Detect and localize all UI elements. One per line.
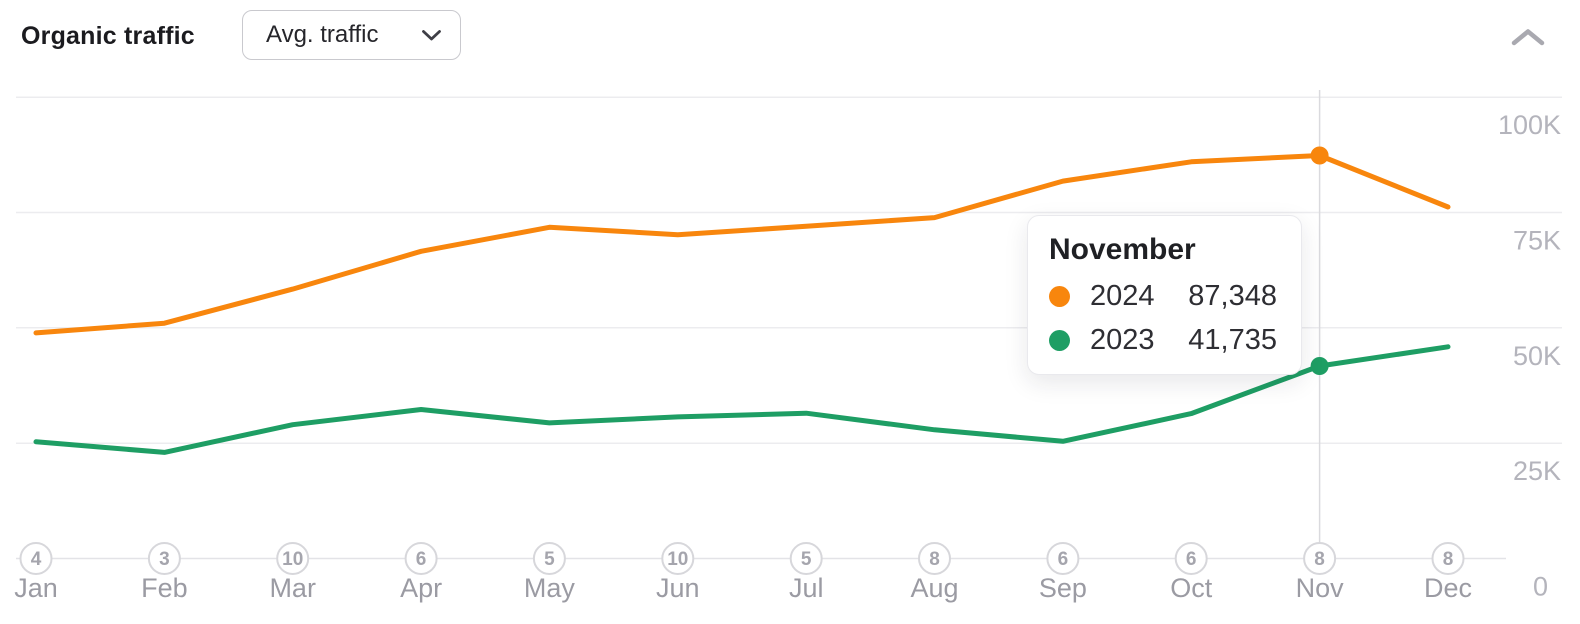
x-axis-day-marker[interactable] [661, 542, 695, 575]
x-axis-month-label: Apr [400, 573, 442, 603]
y-axis-label: 25K [1513, 456, 1561, 486]
x-axis-month-label: Feb [141, 573, 188, 603]
x-axis-month-label: Jul [789, 573, 824, 603]
x-axis-day-number: 10 [667, 549, 688, 570]
x-axis-day-marker[interactable] [276, 542, 310, 575]
y-axis-label: 100K [1498, 110, 1561, 140]
x-axis-day-number: 4 [31, 549, 42, 570]
page-title: Organic traffic [21, 22, 195, 50]
metric-dropdown-label: Avg. traffic [266, 21, 379, 48]
series-2023-line[interactable] [33, 344, 1451, 455]
y-axis-label: 0 [1533, 572, 1548, 602]
x-axis-month-label: Nov [1296, 573, 1345, 603]
x-axis-day-number: 8 [1443, 549, 1454, 570]
chevron-up-icon [1511, 28, 1545, 45]
x-axis-day-marker[interactable] [1303, 542, 1337, 575]
x-axis-day-marker[interactable] [1046, 542, 1080, 575]
x-axis-day-number: 6 [1058, 549, 1069, 570]
x-axis-day-number: 5 [801, 549, 812, 570]
series-2024-marker[interactable] [1310, 146, 1329, 165]
tooltip-title: November [1049, 233, 1196, 266]
x-axis-day-number: 8 [1314, 549, 1325, 570]
tooltip-row-2024: 2024 87,348 [1049, 280, 1277, 313]
metric-dropdown[interactable]: Avg. traffic [242, 10, 461, 60]
x-axis-day-number: 3 [159, 549, 170, 570]
x-axis-day-marker[interactable] [1174, 542, 1208, 575]
x-axis-day-number: 6 [1186, 549, 1197, 570]
x-axis-month-label: Oct [1170, 573, 1213, 603]
series-2023-dot-icon [1049, 330, 1070, 351]
x-axis-day-marker[interactable] [918, 542, 951, 575]
collapse-panel-button[interactable] [1508, 24, 1548, 52]
series-2024-dot-icon [1049, 286, 1070, 307]
tooltip-series-label: 2024 [1090, 280, 1155, 312]
series-2024-line[interactable] [33, 153, 1451, 336]
tooltip-series-value: 87,348 [1188, 280, 1277, 312]
chart-tooltip: November 2024 87,348 2023 41,735 [1027, 215, 1302, 375]
tooltip-series-label: 2023 [1090, 324, 1155, 356]
x-axis-month-label: Jan [14, 573, 58, 603]
x-axis-month-label: Sep [1039, 573, 1087, 603]
x-axis-day-number: 10 [282, 549, 303, 570]
x-axis-day-marker[interactable] [789, 542, 823, 575]
tooltip-row-2023: 2023 41,735 [1049, 324, 1277, 357]
x-axis-day-marker[interactable] [147, 542, 181, 575]
x-axis-month-label: Jun [656, 573, 700, 603]
x-axis-month-label: May [524, 573, 576, 603]
x-axis-month-label: Mar [269, 573, 316, 603]
x-axis-day-number: 6 [416, 549, 427, 570]
x-axis-month-label: Aug [910, 573, 958, 603]
x-axis-month-label: Dec [1424, 573, 1472, 603]
x-axis-day-number: 5 [544, 549, 555, 570]
y-axis-label: 75K [1513, 226, 1561, 256]
x-axis-day-marker[interactable] [404, 542, 438, 575]
x-axis-day-marker[interactable] [532, 542, 566, 575]
tooltip-series-value: 41,735 [1188, 324, 1277, 356]
x-axis-day-number: 8 [929, 549, 940, 570]
x-axis-day-marker[interactable] [19, 542, 53, 575]
x-axis-day-marker[interactable] [1431, 542, 1465, 575]
y-axis-label: 50K [1513, 341, 1561, 371]
chevron-down-icon [422, 29, 441, 40]
series-2023-marker[interactable] [1310, 357, 1329, 375]
